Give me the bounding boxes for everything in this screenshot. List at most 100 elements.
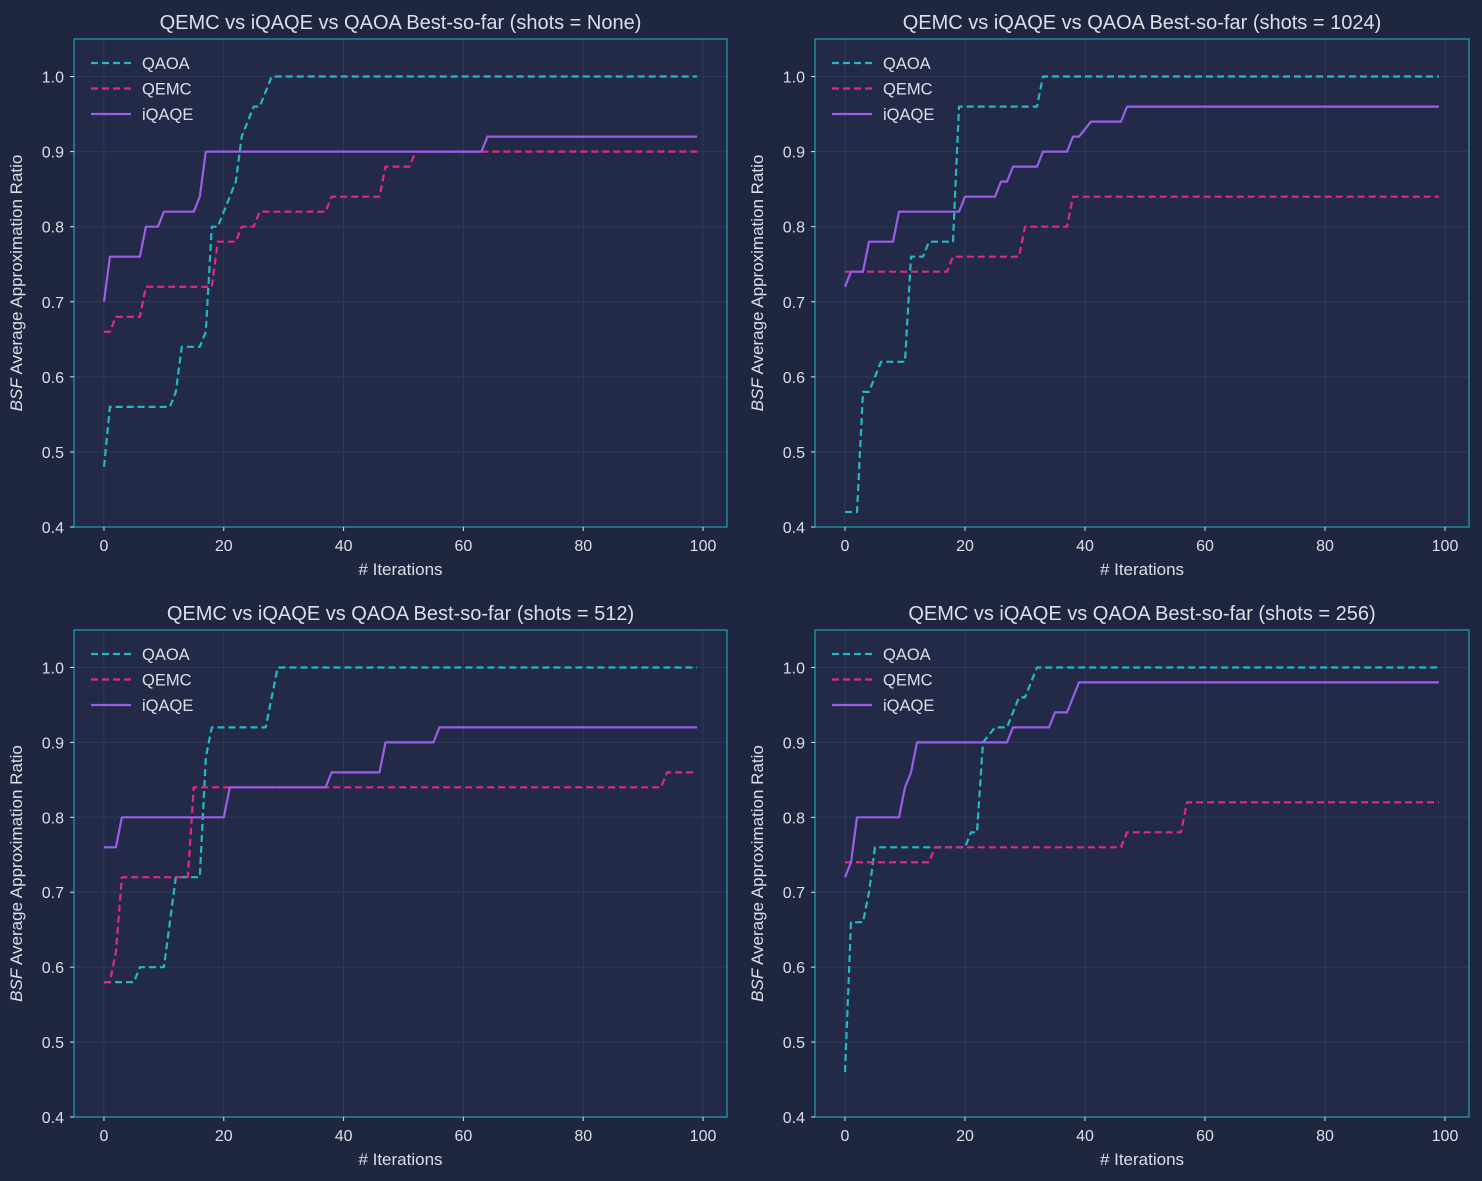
y-tick-label: 0.9 [783,145,805,162]
y-axis-label-italic: BSF [748,967,767,1002]
x-tick-label: 40 [335,1128,353,1145]
y-axis-label-italic: BSF [7,377,26,412]
x-tick-label: 80 [574,1128,592,1145]
x-axis-label: # Iterations [358,560,442,579]
axes-frame [73,629,728,1118]
x-tick-label: 0 [841,538,850,555]
x-tick-label: 100 [1432,1128,1459,1145]
chart-panel-3: 0 20 40 60 80 100 0.4 0.5 0.6 0.7 0.8 0.9 1.0 QEMC vs… [7,603,728,1169]
legend-label-qemc: QEMC [142,672,192,690]
series-line-qemc [845,195,1439,273]
plot-area [815,630,1469,1117]
legend-label-qemc: QEMC [883,672,933,690]
y-axis-label: BSF Average Approximation Ratio [748,155,767,412]
legend-label-qaoa: QAOA [142,646,190,664]
chart-title: QEMC vs iQAQE vs QAOA Best-so-far (shots… [903,12,1381,34]
y-axis-label: BSF Average Approximation Ratio [7,155,26,412]
x-tick-label: 100 [690,538,717,555]
plot-area [74,630,727,1117]
legend-label-qemc: QEMC [142,81,192,99]
y-tick-label: 0.8 [783,810,805,827]
chart-title: QEMC vs iQAQE vs QAOA Best-so-far (shots… [160,12,642,34]
y-axis-label-rest: Average Approximation Ratio [7,745,26,969]
legend: QAOA QEMC iQAQE [91,55,193,124]
legend-label-qemc: QEMC [883,81,933,99]
x-axis-label: # Iterations [358,1150,442,1169]
x-tick-label: 60 [1196,538,1214,555]
legend-label-qaoa: QAOA [142,55,190,73]
legend-label-qaoa: QAOA [883,55,931,73]
series-line-qaoa [102,75,697,468]
x-tick-label: 40 [1076,1128,1094,1145]
x-tick-label: 80 [1316,538,1334,555]
x-tick-label: 20 [215,1128,233,1145]
chart-panel-2: 0 20 40 60 80 100 0.4 0.5 0.6 0.7 0.8 0.9 1.0 QEMC vs… [748,12,1470,579]
series-line-qaoa [845,75,1439,514]
x-tick-label: 40 [1076,538,1094,555]
x-tick-label: 0 [100,1128,109,1145]
y-axis-label-rest: Average Approximation Ratio [748,155,767,379]
chart-panel-1: 0 20 40 60 80 100 0.4 0.5 0.6 0.7 0.8 0.9 1.0 QEMC vs… [7,12,728,579]
legend-label-iqaqe: iQAQE [883,697,934,715]
plot-area [74,39,727,527]
y-tick-label: 0.6 [783,960,805,977]
plot-area [815,39,1469,527]
x-tick-label: 20 [215,538,233,555]
legend-label-iqaqe: iQAQE [142,697,193,715]
y-axis-label: BSF Average Approximation Ratio [748,745,767,1002]
y-tick-label: 0.5 [783,445,805,462]
series-line-iqaqe [102,135,697,302]
x-tick-label: 100 [690,1128,717,1145]
chart-panel-4: 0 20 40 60 80 100 0.4 0.5 0.6 0.7 0.8 0.9 1.0 QEMC vs… [748,603,1470,1169]
chart-title: QEMC vs iQAQE vs QAOA Best-so-far (shots… [908,603,1375,625]
legend-label-iqaqe: iQAQE [883,106,934,124]
x-tick-label: 20 [956,538,974,555]
y-tick-label: 0.7 [42,295,64,312]
x-tick-label: 100 [1432,538,1459,555]
y-tick-label: 0.7 [783,295,805,312]
y-tick-label: 0.8 [42,810,64,827]
y-tick-label: 0.5 [783,1035,805,1052]
y-tick-label: 0.4 [783,1110,805,1127]
y-tick-label: 0.9 [42,735,64,752]
axes-frame [814,629,1470,1118]
series-line-iqaqe [104,726,697,849]
y-tick-label: 0.4 [42,520,64,537]
x-tick-label: 60 [455,1128,473,1145]
y-tick-label: 1.0 [783,70,805,87]
series-line-iqaqe [843,105,1439,288]
y-axis-label: BSF Average Approximation Ratio [7,745,26,1002]
y-tick-label: 1.0 [42,660,64,677]
y-tick-label: 0.7 [783,885,805,902]
x-tick-label: 20 [956,1128,974,1145]
y-axis-label-rest: Average Approximation Ratio [748,745,767,969]
y-tick-label: 0.6 [42,960,64,977]
x-axis-label: # Iterations [1100,560,1184,579]
y-tick-label: 0.9 [783,735,805,752]
y-axis-label-italic: BSF [748,377,767,412]
series-line-qemc [104,150,697,333]
x-tick-label: 80 [574,538,592,555]
x-tick-label: 60 [1196,1128,1214,1145]
legend-label-iqaqe: iQAQE [142,106,193,124]
x-tick-label: 0 [841,1128,850,1145]
y-tick-label: 0.6 [783,370,805,387]
legend: QAOA QEMC iQAQE [832,55,934,124]
y-tick-label: 1.0 [783,660,805,677]
y-tick-label: 0.8 [783,220,805,237]
y-tick-label: 0.8 [42,220,64,237]
x-axis-label: # Iterations [1100,1150,1184,1169]
legend: QAOA QEMC iQAQE [91,646,193,715]
series-line-iqaqe [843,681,1439,878]
x-tick-label: 0 [100,538,109,555]
x-tick-label: 80 [1316,1128,1334,1145]
y-tick-label: 0.5 [42,445,64,462]
legend: QAOA QEMC iQAQE [832,646,934,715]
y-tick-label: 1.0 [42,70,64,87]
series-line-qemc [104,771,697,984]
x-tick-label: 40 [335,538,353,555]
axes-frame [73,38,728,528]
x-tick-label: 60 [455,538,473,555]
y-tick-label: 0.4 [783,520,805,537]
